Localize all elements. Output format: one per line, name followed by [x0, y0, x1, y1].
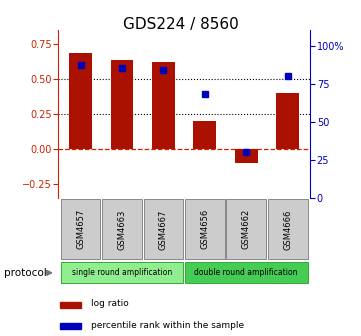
Bar: [152, 62, 175, 149]
FancyBboxPatch shape: [61, 200, 100, 259]
Text: protocol: protocol: [4, 268, 46, 278]
Text: percentile rank within the sample: percentile rank within the sample: [91, 321, 244, 330]
Text: log ratio: log ratio: [91, 299, 129, 308]
FancyBboxPatch shape: [226, 200, 266, 259]
Text: GSM4666: GSM4666: [283, 209, 292, 250]
FancyBboxPatch shape: [185, 262, 308, 283]
Text: GSM4667: GSM4667: [159, 209, 168, 250]
Text: GSM4657: GSM4657: [76, 209, 85, 249]
FancyBboxPatch shape: [185, 200, 225, 259]
Bar: [60, 323, 81, 329]
FancyBboxPatch shape: [102, 200, 142, 259]
FancyBboxPatch shape: [144, 200, 183, 259]
Text: GSM4656: GSM4656: [200, 209, 209, 249]
Text: single round amplification: single round amplification: [72, 267, 172, 277]
Text: GDS224 / 8560: GDS224 / 8560: [123, 17, 238, 32]
Bar: [193, 121, 216, 149]
Bar: [235, 149, 258, 163]
FancyBboxPatch shape: [61, 262, 183, 283]
Bar: [69, 53, 92, 149]
FancyBboxPatch shape: [268, 200, 308, 259]
Bar: [60, 302, 81, 308]
Text: double round amplification: double round amplification: [195, 267, 298, 277]
Text: GSM4662: GSM4662: [242, 209, 251, 249]
Text: GSM4663: GSM4663: [117, 209, 126, 250]
Bar: [110, 60, 133, 149]
Bar: [276, 93, 299, 149]
